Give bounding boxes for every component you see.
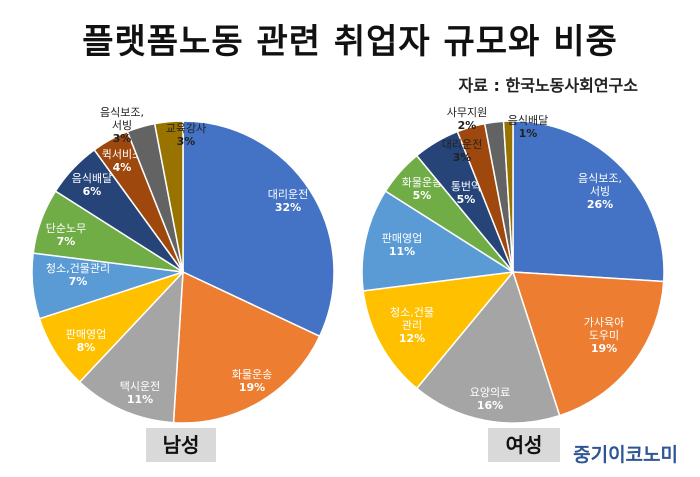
pie-slice xyxy=(172,270,321,424)
slice-label: 청소,건물관리 7% xyxy=(46,262,110,288)
slice-label: 사무지원 2% xyxy=(447,106,487,132)
slice-label: 화물운송 19% xyxy=(232,368,272,394)
slice-label: 대리운전 32% xyxy=(268,188,308,214)
slice-label: 대리운전 3% xyxy=(442,138,482,164)
pie-chart-male: 대리운전 32% 화물운송 19% 택시운전 11% 판매영업 8% 청소,건물관리 7% 단순노무… xyxy=(31,106,335,424)
slice-label: 음식보조, 서빙 26% xyxy=(578,172,622,211)
slice-label: 음식배달 6% xyxy=(72,172,112,198)
slice-label: 교육강사 3% xyxy=(166,122,206,148)
slice-label: 음식보조, 서빙 3% xyxy=(100,106,144,145)
brand-logo: 중기이코노미 xyxy=(573,444,678,466)
pie-slice xyxy=(153,120,184,273)
page-title: 플랫폼노동 관련 취업자 규모와 비중 xyxy=(82,22,618,62)
slice-label: 택시운전 11% xyxy=(120,380,160,406)
slice-label: 판매영업 11% xyxy=(382,232,422,258)
slice-label: 판매영업 8% xyxy=(66,328,106,354)
pie-slice xyxy=(362,271,515,390)
slice-label: 가사육아 도우미 19% xyxy=(584,316,624,355)
pie-slice xyxy=(415,270,561,424)
pie-slice xyxy=(182,120,335,338)
pie-chart-female: 음식보조, 서빙 26% 가사육아 도우미 19% 요양의료 16% 청소,건물 관리 12% 판매영… xyxy=(361,106,665,424)
legend-female-label: 여성 xyxy=(488,428,560,462)
pie-slice xyxy=(511,271,665,417)
slice-label: 통번역 5% xyxy=(451,180,481,206)
slice-label: 요양의료 16% xyxy=(470,386,510,412)
slice-label: 청소,건물 관리 12% xyxy=(390,306,434,345)
pie-slice xyxy=(502,120,514,273)
slice-label: 단순노무 7% xyxy=(46,222,86,248)
slice-label: 화물운송 5% xyxy=(402,176,442,202)
source-note: 자료 : 한국노동사회연구소 xyxy=(458,76,638,95)
pie-slice xyxy=(78,269,184,424)
pie-slice xyxy=(512,120,665,283)
slice-label: 퀵서비스 4% xyxy=(102,148,142,174)
slice-label: 음식배달 1% xyxy=(508,114,548,140)
pie-slice xyxy=(361,190,516,292)
legend-male-label: 남성 xyxy=(146,428,216,462)
